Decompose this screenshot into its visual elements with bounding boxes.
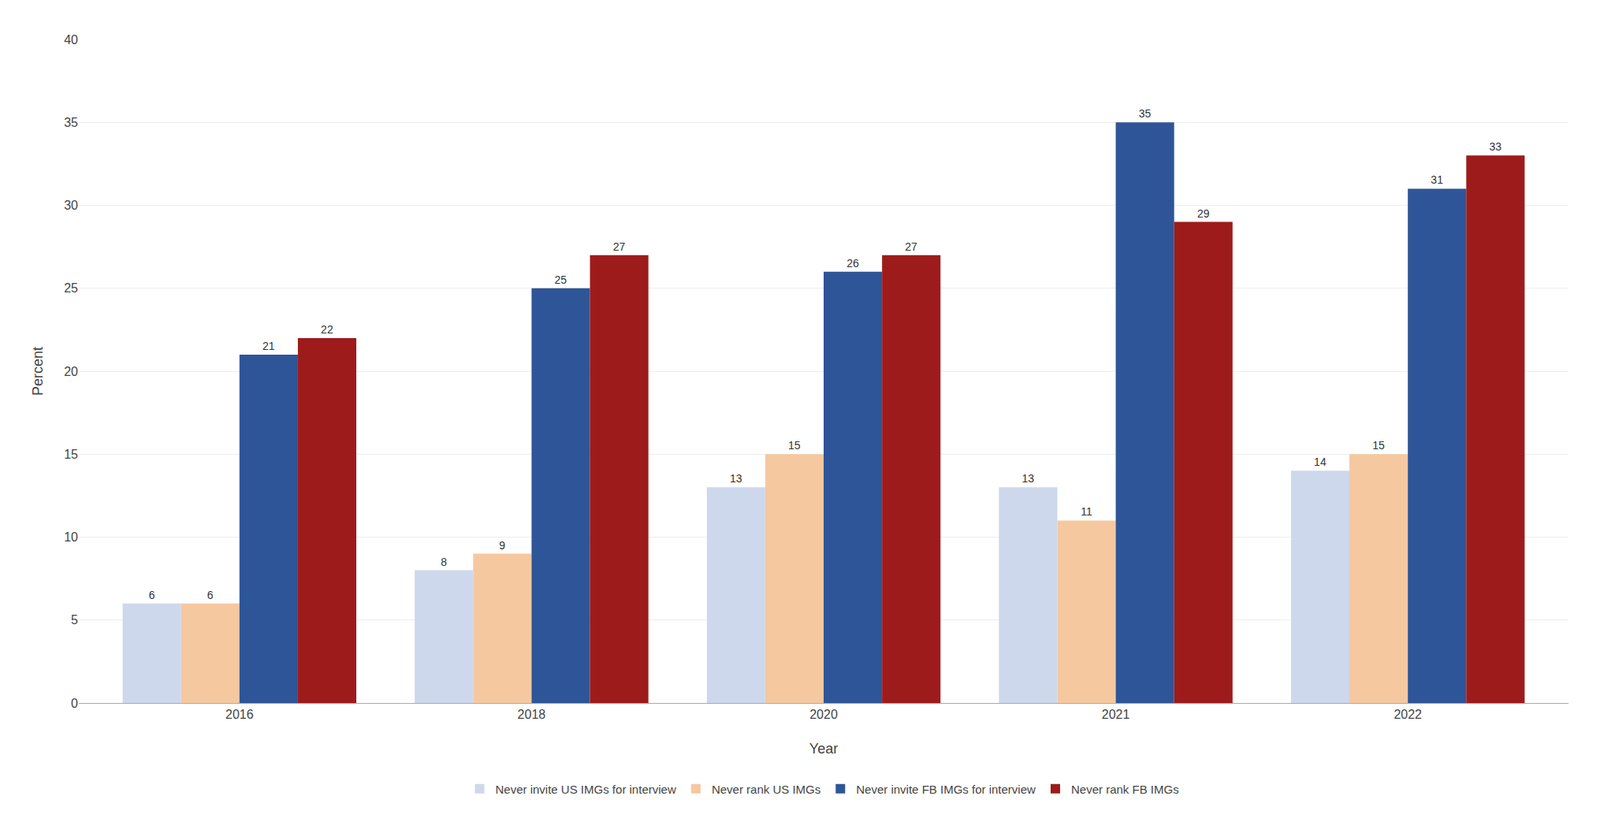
svg-text:13: 13	[1022, 472, 1035, 485]
svg-text:Never rank FB IMGs: Never rank FB IMGs	[1071, 782, 1180, 797]
svg-text:6: 6	[148, 588, 156, 602]
svg-text:40: 40	[63, 33, 79, 47]
svg-text:29: 29	[1197, 207, 1210, 220]
svg-text:26: 26	[846, 256, 860, 270]
svg-text:30: 30	[63, 198, 79, 213]
svg-text:13: 13	[729, 472, 743, 485]
svg-text:Year: Year	[809, 740, 838, 757]
svg-text:25: 25	[554, 273, 568, 287]
svg-text:Never rank US IMGs: Never rank US IMGs	[711, 782, 821, 797]
svg-text:31: 31	[1430, 173, 1444, 187]
svg-text:2016: 2016	[225, 707, 254, 722]
svg-text:9: 9	[498, 539, 506, 552]
svg-text:Never invite FB IMGs for inter: Never invite FB IMGs for interview	[855, 782, 1036, 797]
svg-text:25: 25	[63, 281, 79, 295]
svg-text:11: 11	[1080, 505, 1093, 518]
svg-text:15: 15	[63, 447, 79, 462]
svg-text:21: 21	[262, 339, 276, 353]
svg-text:22: 22	[320, 323, 334, 336]
svg-text:10: 10	[63, 530, 79, 544]
svg-text:6: 6	[207, 588, 214, 602]
svg-text:15: 15	[1372, 439, 1385, 452]
svg-text:2020: 2020	[809, 707, 838, 722]
svg-text:2021: 2021	[1101, 707, 1131, 722]
svg-text:27: 27	[613, 240, 626, 254]
svg-text:35: 35	[63, 115, 79, 130]
svg-text:20: 20	[63, 364, 79, 379]
svg-text:0: 0	[70, 696, 79, 711]
svg-text:Percent: Percent	[29, 346, 46, 396]
svg-text:2022: 2022	[1393, 707, 1422, 722]
svg-text:35: 35	[1138, 107, 1152, 120]
svg-text:14: 14	[1313, 455, 1327, 469]
svg-text:5: 5	[70, 613, 79, 627]
svg-text:Never invite US IMGs for inter: Never invite US IMGs for interview	[495, 782, 677, 797]
svg-text:8: 8	[440, 555, 447, 569]
svg-text:2018: 2018	[517, 707, 547, 722]
svg-text:15: 15	[788, 439, 801, 452]
svg-text:27: 27	[904, 240, 918, 254]
svg-text:33: 33	[1488, 140, 1502, 153]
